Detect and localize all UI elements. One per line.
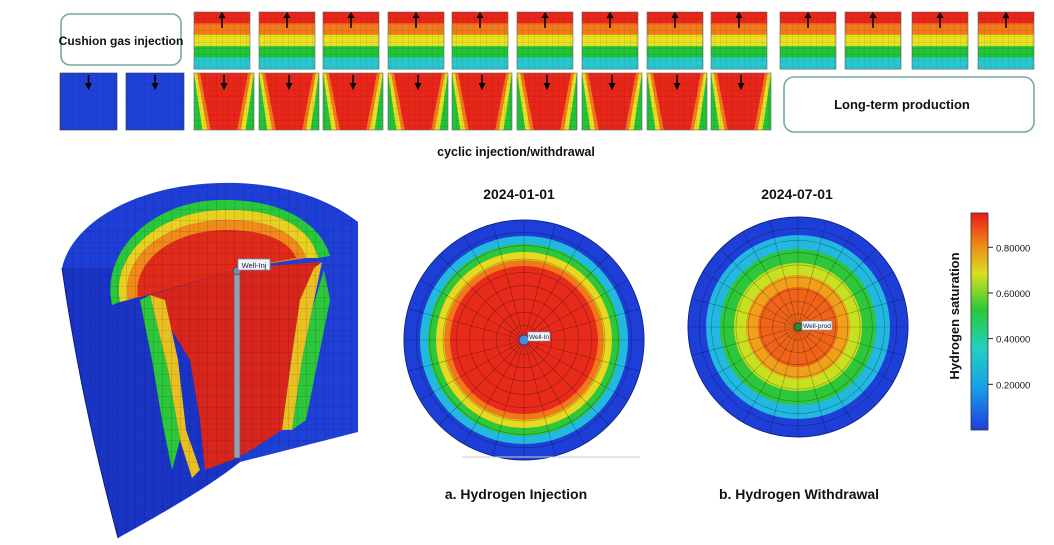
map-injection: 2024-01-01 Well-In a. Hydrogen Injection xyxy=(403,186,645,502)
colorbar-ticks: 0.80000 0.60000 0.40000 0.20000 xyxy=(988,243,1030,391)
map-a-well-marker xyxy=(518,334,530,346)
upper-tile-row xyxy=(193,11,1035,70)
upper-tile xyxy=(516,11,574,70)
colorbar-tick-label: 0.60000 xyxy=(996,289,1030,300)
upper-tile xyxy=(646,11,704,70)
colorbar-tick-label: 0.40000 xyxy=(996,335,1030,346)
plume-tile xyxy=(581,72,643,131)
reservoir-3d-model: Well-Inj xyxy=(61,182,358,539)
map-a-caption: a. Hydrogen Injection xyxy=(445,486,587,502)
long-term-production-box xyxy=(783,76,1035,133)
plume-tile xyxy=(451,72,513,131)
upper-tile xyxy=(258,11,316,70)
upper-tile xyxy=(322,11,380,70)
model-well-bore xyxy=(233,271,241,459)
cushion-tile xyxy=(59,72,118,131)
upper-tile xyxy=(451,11,509,70)
map-b-well-label: Well-prod xyxy=(803,323,831,330)
colorbar: 0.80000 0.60000 0.40000 0.20000 Hydrogen sa… xyxy=(947,212,1030,431)
upper-tile xyxy=(581,11,639,70)
lower-tile-row xyxy=(59,72,772,131)
long-term-production-label: Long-term production xyxy=(834,97,970,112)
plume-tile xyxy=(387,72,449,131)
colorbar-tick-label: 0.80000 xyxy=(996,243,1030,254)
model-well-label: Well-Inj xyxy=(242,261,267,270)
upper-tile xyxy=(710,11,768,70)
cyclic-label: cyclic injection/withdrawal xyxy=(437,145,595,159)
map-b-caption: b. Hydrogen Withdrawal xyxy=(719,486,879,502)
plume-tile xyxy=(710,72,772,131)
cushion-gas-box xyxy=(60,13,182,66)
upper-tile xyxy=(911,11,969,70)
colorbar-title: Hydrogen saturation xyxy=(947,252,962,379)
map-b-date: 2024-07-01 xyxy=(761,186,833,202)
upper-tile xyxy=(193,11,251,70)
map-a-date: 2024-01-01 xyxy=(483,186,555,202)
map-a-well-label: Well-In xyxy=(529,334,549,341)
top-panel: Cushion gas injection Long-term producti… xyxy=(59,11,1035,159)
map-withdrawal: 2024-07-01 Well-prod b. Hydrogen Withdra… xyxy=(687,186,909,502)
upper-tile xyxy=(387,11,445,70)
upper-tile xyxy=(844,11,902,70)
upper-tile xyxy=(779,11,837,70)
upper-tile xyxy=(977,11,1035,70)
colorbar-tick-label: 0.20000 xyxy=(996,380,1030,391)
cushion-tile xyxy=(125,72,185,131)
colorbar-gradient xyxy=(970,212,989,431)
plume-tile xyxy=(646,72,708,131)
plume-tile xyxy=(322,72,384,131)
plume-tile xyxy=(193,72,255,131)
plume-tile xyxy=(516,72,578,131)
map-b-well-marker xyxy=(793,322,803,332)
cushion-gas-label: Cushion gas injection xyxy=(59,34,184,48)
model-well-tag xyxy=(237,258,271,271)
plume-tile xyxy=(258,72,320,131)
